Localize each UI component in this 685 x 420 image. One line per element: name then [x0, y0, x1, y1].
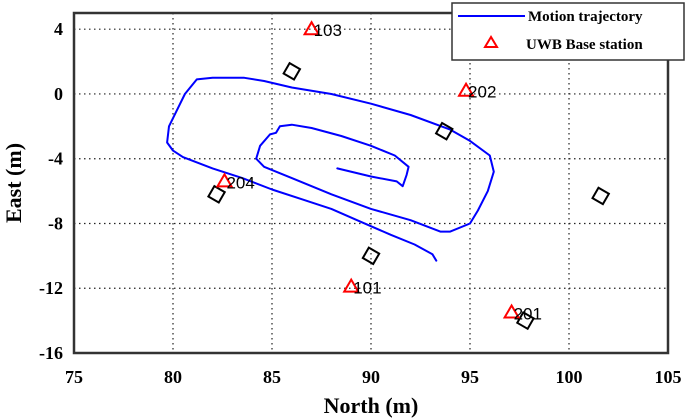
x-axis-ticks: 75 80 85 90 95 100 105 — [65, 367, 682, 387]
x-tick-label: 80 — [164, 367, 182, 387]
diamond-icon — [434, 121, 454, 141]
diamond-icon — [591, 186, 611, 206]
base-station-label: 103 — [314, 21, 342, 40]
base-station-triangle-icon — [342, 277, 360, 293]
base-station-label: 101 — [353, 279, 381, 298]
x-tick-label: 85 — [263, 367, 281, 387]
base-station-label: 202 — [468, 83, 496, 102]
x-axis-label: North (m) — [324, 393, 419, 418]
legend-label-base-station: UWB Base station — [526, 37, 643, 53]
grid-lines — [74, 13, 668, 353]
legend-box — [451, 2, 685, 61]
y-tick-label: -12 — [39, 278, 63, 298]
trajectory-path — [166, 76, 495, 262]
base-station-triangle-icon — [215, 172, 234, 188]
plot-frame — [72, 11, 670, 355]
diamond-icon — [282, 61, 302, 81]
diamond-icon — [361, 246, 381, 266]
diamond-icon — [515, 311, 536, 331]
base-station-label: 204 — [226, 173, 254, 192]
base-station-label: 201 — [514, 305, 542, 324]
x-tick-label: 90 — [362, 367, 380, 387]
diamond-icon — [206, 184, 227, 204]
y-tick-label: -8 — [48, 213, 63, 233]
y-tick-label: 0 — [54, 84, 63, 104]
legend: Motion trajectory UWB Base station — [451, 2, 685, 61]
legend-label-trajectory: Motion trajectory — [528, 9, 643, 25]
base-station-markers: 103 202 204 101 201 — [215, 20, 542, 324]
motion-trajectory-line — [166, 76, 495, 262]
x-tick-label: 100 — [556, 367, 583, 387]
y-tick-label: 4 — [54, 19, 63, 39]
x-tick-label: 105 — [655, 367, 682, 387]
x-tick-label: 95 — [461, 367, 479, 387]
diamond-markers — [206, 61, 611, 331]
y-axis-label: East (m) — [1, 143, 26, 223]
base-station-triangle-icon — [502, 303, 521, 319]
y-tick-label: -16 — [39, 343, 63, 363]
y-tick-label: -4 — [48, 149, 63, 169]
base-station-triangle-icon — [457, 81, 475, 97]
y-axis-ticks: 4 0 -4 -8 -12 -16 — [39, 19, 63, 363]
base-station-triangle-icon — [302, 20, 321, 36]
x-tick-label: 75 — [65, 367, 83, 387]
legend-triangle-icon — [483, 35, 499, 48]
